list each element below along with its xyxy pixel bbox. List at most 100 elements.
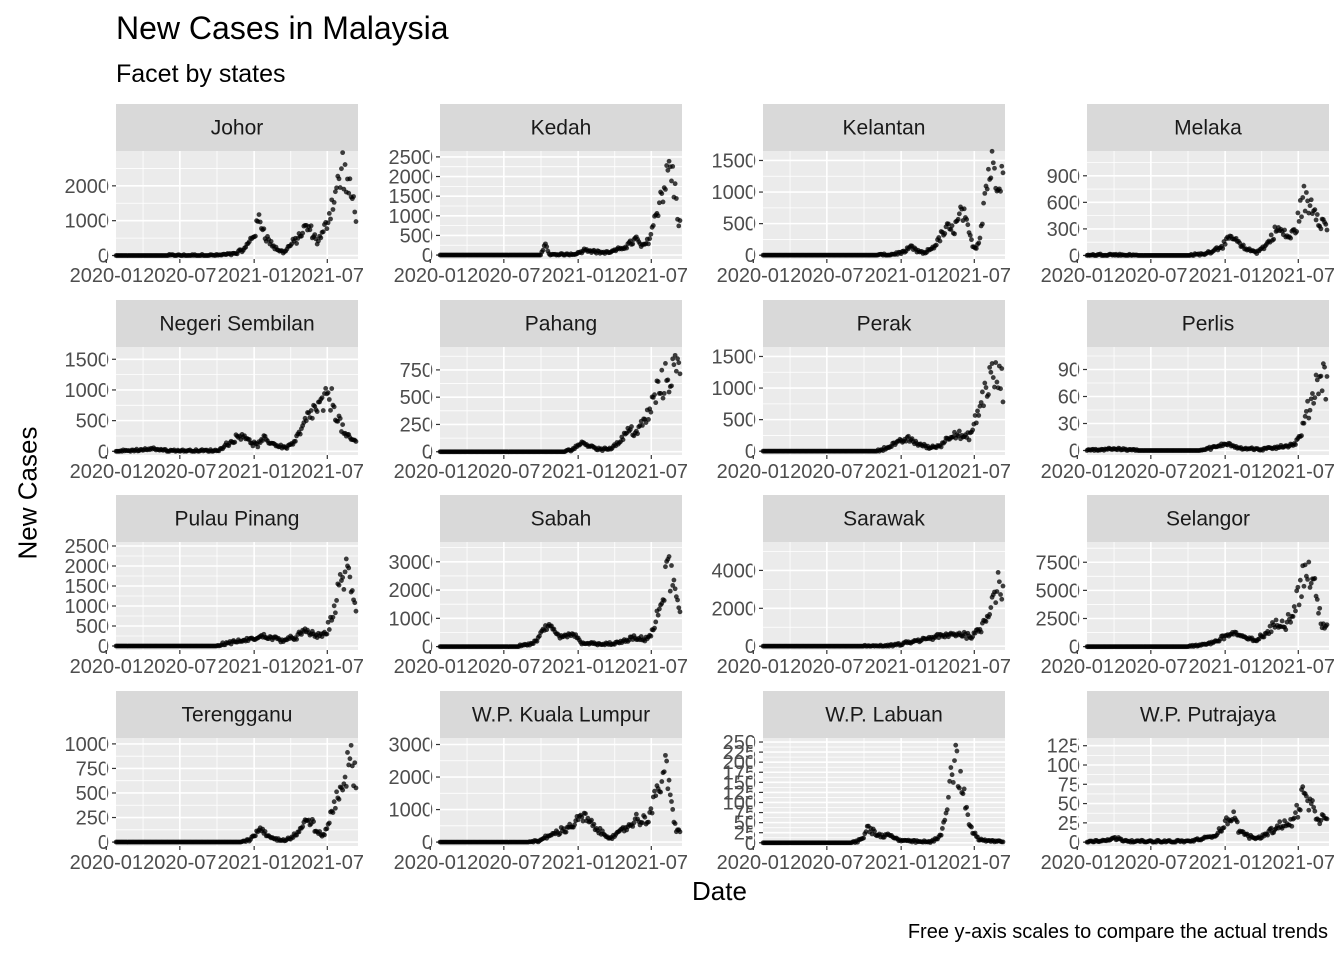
y-tick-label: 30 (1058, 414, 1080, 436)
data-point (661, 391, 667, 396)
data-point (320, 408, 326, 413)
data-point (232, 439, 238, 445)
data-point (970, 427, 976, 433)
data-point (1306, 415, 1312, 421)
y-tick-label: 175 (723, 762, 756, 784)
data-point (1307, 203, 1313, 209)
y-tick-label: 90 (1058, 360, 1080, 382)
data-point (1293, 442, 1298, 447)
data-point (1323, 396, 1329, 402)
data-point (646, 417, 651, 422)
data-point (969, 237, 974, 243)
facet-johor: Johor 0 1000 2000 2020-01 2020-07 2021-01 2021-… (65, 104, 364, 287)
data-point (303, 418, 309, 424)
data-point (589, 817, 594, 823)
data-point (988, 605, 994, 610)
data-point (992, 165, 997, 171)
data-point (998, 386, 1003, 392)
data-point (673, 196, 679, 201)
y-tick-label: 1500 (712, 346, 757, 368)
data-point (1000, 583, 1006, 589)
facet-strip-label: W.P. Kuala Lumpur (472, 704, 650, 727)
data-point (938, 832, 944, 838)
data-point (663, 752, 668, 758)
data-point (1305, 576, 1310, 582)
data-point (309, 415, 315, 421)
y-tick-label: 500 (723, 214, 756, 236)
facet-sarawak: Sarawak 0 2000 4000 2020-01 2020-07 2021-01 202… (712, 495, 1011, 678)
data-point (977, 235, 983, 241)
x-tick-label: 2020-07 (1114, 852, 1187, 874)
data-point (965, 812, 971, 818)
data-point (988, 369, 994, 375)
data-point (956, 211, 962, 217)
x-tick-label: 2020-07 (143, 656, 216, 678)
data-point (1308, 197, 1314, 203)
data-point (1268, 825, 1274, 831)
facet-panel (116, 151, 358, 259)
x-tick-label: 2021-01 (1188, 265, 1261, 287)
x-tick-label: 2020-01 (717, 461, 790, 483)
facet-points (113, 556, 359, 649)
data-point (1303, 793, 1309, 799)
facet-pahang: Pahang 0 250 500 750 2020-01 2020-07 2021-01 202… (394, 300, 688, 483)
x-tick-label: 2021-07 (615, 265, 688, 287)
data-point (960, 791, 966, 797)
facet-strip-label: Perlis (1182, 313, 1235, 336)
data-point (653, 619, 659, 625)
chart-caption: Free y-axis scales to compare the actual… (907, 921, 1328, 943)
data-point (635, 431, 640, 437)
facet-negeri-sembilan: Negeri Sembilan 0 500 1000 1500 2020-01 2020-0… (65, 300, 364, 483)
facet-panel (1087, 542, 1329, 650)
data-point (1306, 210, 1312, 216)
data-point (256, 212, 262, 217)
data-point (969, 824, 974, 830)
data-point (1303, 190, 1309, 195)
x-tick-label: 2021-07 (1262, 265, 1335, 287)
x-tick-label: 2021-01 (217, 656, 290, 678)
x-tick-label: 2021-07 (291, 656, 364, 678)
data-point (640, 423, 645, 428)
data-point (1295, 584, 1301, 590)
data-point (993, 360, 999, 365)
data-point (1295, 814, 1301, 820)
data-point (347, 574, 353, 580)
data-point (990, 375, 996, 380)
data-point (973, 246, 979, 251)
data-point (326, 820, 332, 826)
x-tick-label: 2020-01 (394, 656, 467, 678)
data-point (650, 223, 656, 228)
data-point (964, 217, 970, 222)
data-point (938, 444, 944, 450)
data-point (1295, 210, 1301, 216)
data-point (973, 420, 979, 426)
data-point (647, 236, 653, 242)
data-point (334, 185, 339, 191)
y-tick-label: 0 (1069, 245, 1080, 267)
data-point (640, 820, 645, 826)
facet-strip (116, 300, 358, 347)
x-tick-label: 2021-07 (291, 852, 364, 874)
data-point (342, 162, 348, 167)
data-point (544, 244, 550, 250)
data-point (967, 232, 973, 238)
data-point (620, 437, 626, 443)
data-point (325, 619, 331, 625)
data-point (322, 832, 327, 838)
data-point (979, 389, 985, 395)
y-tick-label: 5000 (1036, 580, 1081, 602)
data-point (261, 226, 267, 232)
data-point (666, 389, 672, 395)
data-point (1301, 420, 1307, 426)
chart-subtitle: Facet by states (116, 60, 286, 88)
data-point (982, 190, 988, 196)
data-point (1318, 226, 1324, 232)
y-tick-label: 600 (1047, 192, 1080, 214)
x-tick-label: 2021-07 (938, 461, 1011, 483)
data-point (1305, 398, 1310, 404)
data-point (307, 227, 313, 233)
data-point (652, 625, 657, 631)
x-tick-label: 2021-01 (541, 461, 614, 483)
